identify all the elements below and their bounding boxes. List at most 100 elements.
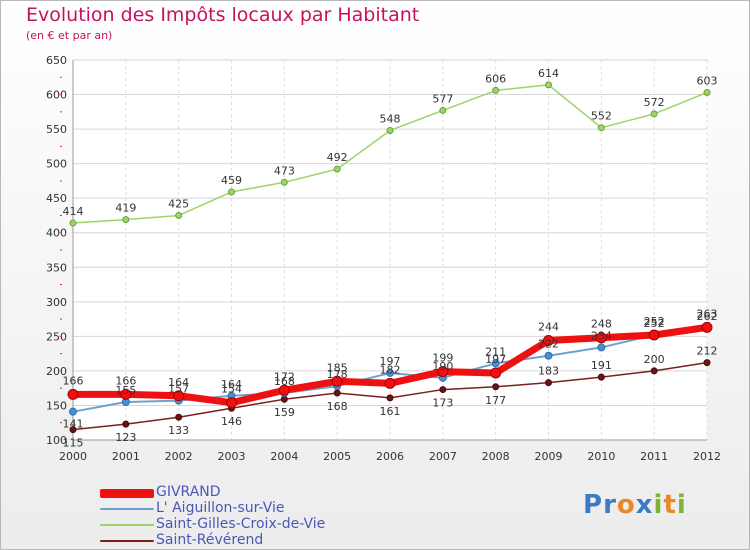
data-label-saint-gilles: 414: [63, 205, 84, 218]
data-point-saint-gilles: [439, 106, 447, 114]
data-label-saint-reverend: 173: [432, 397, 453, 410]
data-label-aiguillon: 262: [697, 310, 718, 323]
legend-label: Saint-Gilles-Croix-de-Vie: [156, 516, 326, 532]
legend-swatch: [100, 508, 154, 510]
logo-letter: i: [676, 490, 687, 520]
x-tick-label: 2005: [323, 450, 351, 463]
data-point-saint-reverend: [597, 373, 605, 381]
chart-subtitle: (en € et par an): [26, 29, 113, 42]
data-point-saint-reverend: [333, 389, 341, 397]
data-label-givrand: 166: [115, 374, 136, 387]
data-point-saint-gilles: [69, 219, 77, 227]
data-point-givrand: [226, 397, 237, 409]
data-label-saint-reverend: 168: [327, 400, 348, 413]
data-point-saint-gilles: [703, 88, 711, 96]
data-point-saint-reverend: [650, 367, 658, 375]
data-label-saint-gilles: 492: [327, 151, 348, 164]
data-label-givrand: 263: [697, 307, 718, 320]
data-label-givrand: 244: [538, 321, 559, 334]
x-tick-label: 2003: [218, 450, 246, 463]
data-point-givrand: [278, 384, 290, 396]
data-point-aiguillon: [544, 351, 553, 360]
x-tick-label: 2000: [59, 450, 87, 463]
data-label-saint-gilles: 459: [221, 174, 242, 187]
legend-item: L' Aiguillon-sur-Vie: [100, 500, 420, 517]
data-point-saint-gilles: [545, 81, 552, 89]
data-point-saint-gilles: [280, 178, 288, 186]
data-point-saint-gilles: [333, 165, 341, 173]
data-label-saint-reverend: 115: [63, 437, 84, 450]
y-tick-label: 150: [46, 399, 67, 412]
x-tick-label: 2008: [482, 450, 510, 463]
data-label-saint-reverend: 161: [380, 405, 401, 418]
data-label-aiguillon: 141: [63, 418, 84, 431]
data-point-givrand: [701, 321, 713, 333]
logo-letter: t: [663, 490, 677, 520]
y-tick-label: 650: [46, 54, 67, 67]
data-point-givrand: [490, 367, 502, 379]
data-label-aiguillon: 157: [168, 383, 189, 396]
data-point-givrand: [437, 366, 449, 378]
data-label-saint-reverend: 183: [538, 365, 559, 378]
data-label-saint-reverend: 177: [485, 394, 506, 407]
data-point-givrand: [120, 388, 132, 400]
data-point-givrand: [648, 329, 660, 341]
data-label-saint-reverend: 146: [221, 415, 242, 428]
data-label-saint-reverend: 191: [591, 359, 612, 372]
data-point-saint-reverend: [492, 383, 500, 391]
data-label-aiguillon: 178: [327, 368, 348, 381]
data-point-saint-gilles: [228, 188, 235, 196]
x-tick-label: 2002: [165, 450, 193, 463]
data-point-saint-reverend: [545, 379, 552, 387]
data-label-saint-gilles: 614: [538, 67, 559, 80]
legend-item: Saint-Gilles-Croix-de-Vie: [100, 516, 420, 533]
data-label-aiguillon: 211: [485, 345, 506, 358]
data-label-aiguillon: 155: [115, 384, 136, 397]
x-tick-label: 2010: [587, 450, 615, 463]
data-label-aiguillon: 168: [274, 375, 295, 388]
data-label-aiguillon: 252: [644, 317, 665, 330]
y-tick-label: 300: [46, 296, 67, 309]
chart-title: Evolution des Impôts locaux par Habitant: [26, 4, 420, 26]
data-label-saint-reverend: 133: [168, 424, 189, 437]
legend-label: Saint-Révérend: [156, 532, 264, 548]
y-tick-label: 400: [46, 227, 67, 240]
logo-letter: i: [653, 490, 664, 520]
logo-letter: x: [635, 490, 654, 520]
data-label-givrand: 199: [432, 352, 453, 365]
data-point-givrand: [173, 390, 185, 402]
data-label-saint-gilles: 572: [644, 96, 665, 109]
data-label-givrand: 248: [591, 318, 612, 331]
data-label-givrand: 182: [380, 363, 401, 376]
data-label-saint-reverend: 212: [697, 345, 718, 358]
data-label-saint-reverend: 200: [644, 353, 665, 366]
y-tick-label: 200: [46, 365, 67, 378]
logo-letter: o: [616, 490, 636, 520]
data-point-saint-reverend: [69, 426, 77, 434]
y-tick-label: 550: [46, 123, 67, 136]
x-tick-label: 2012: [693, 450, 721, 463]
data-label-givrand: 185: [327, 361, 348, 374]
data-point-aiguillon: [69, 407, 77, 416]
data-label-saint-reverend: 159: [274, 406, 295, 419]
data-label-saint-gilles: 577: [432, 92, 453, 105]
data-label-givrand: 252: [644, 315, 665, 328]
data-point-givrand: [67, 388, 79, 400]
data-point-saint-gilles: [650, 110, 658, 118]
y-tick-label: 250: [46, 330, 67, 343]
data-point-aiguillon: [386, 368, 394, 377]
data-point-saint-gilles: [492, 86, 500, 94]
data-point-aiguillon: [491, 359, 500, 368]
x-tick-label: 2011: [640, 450, 668, 463]
data-label-givrand: 166: [63, 374, 84, 387]
data-point-saint-gilles: [175, 211, 183, 219]
data-point-saint-reverend: [386, 394, 394, 402]
data-point-saint-reverend: [280, 395, 288, 403]
data-label-saint-gilles: 603: [697, 74, 718, 87]
x-tick-label: 2007: [429, 450, 457, 463]
proxiti-logo: Proxiti: [583, 490, 687, 520]
legend-label: GIVRAND: [156, 484, 221, 500]
y-tick-label: 500: [46, 158, 67, 171]
logo-letter: r: [603, 490, 617, 520]
